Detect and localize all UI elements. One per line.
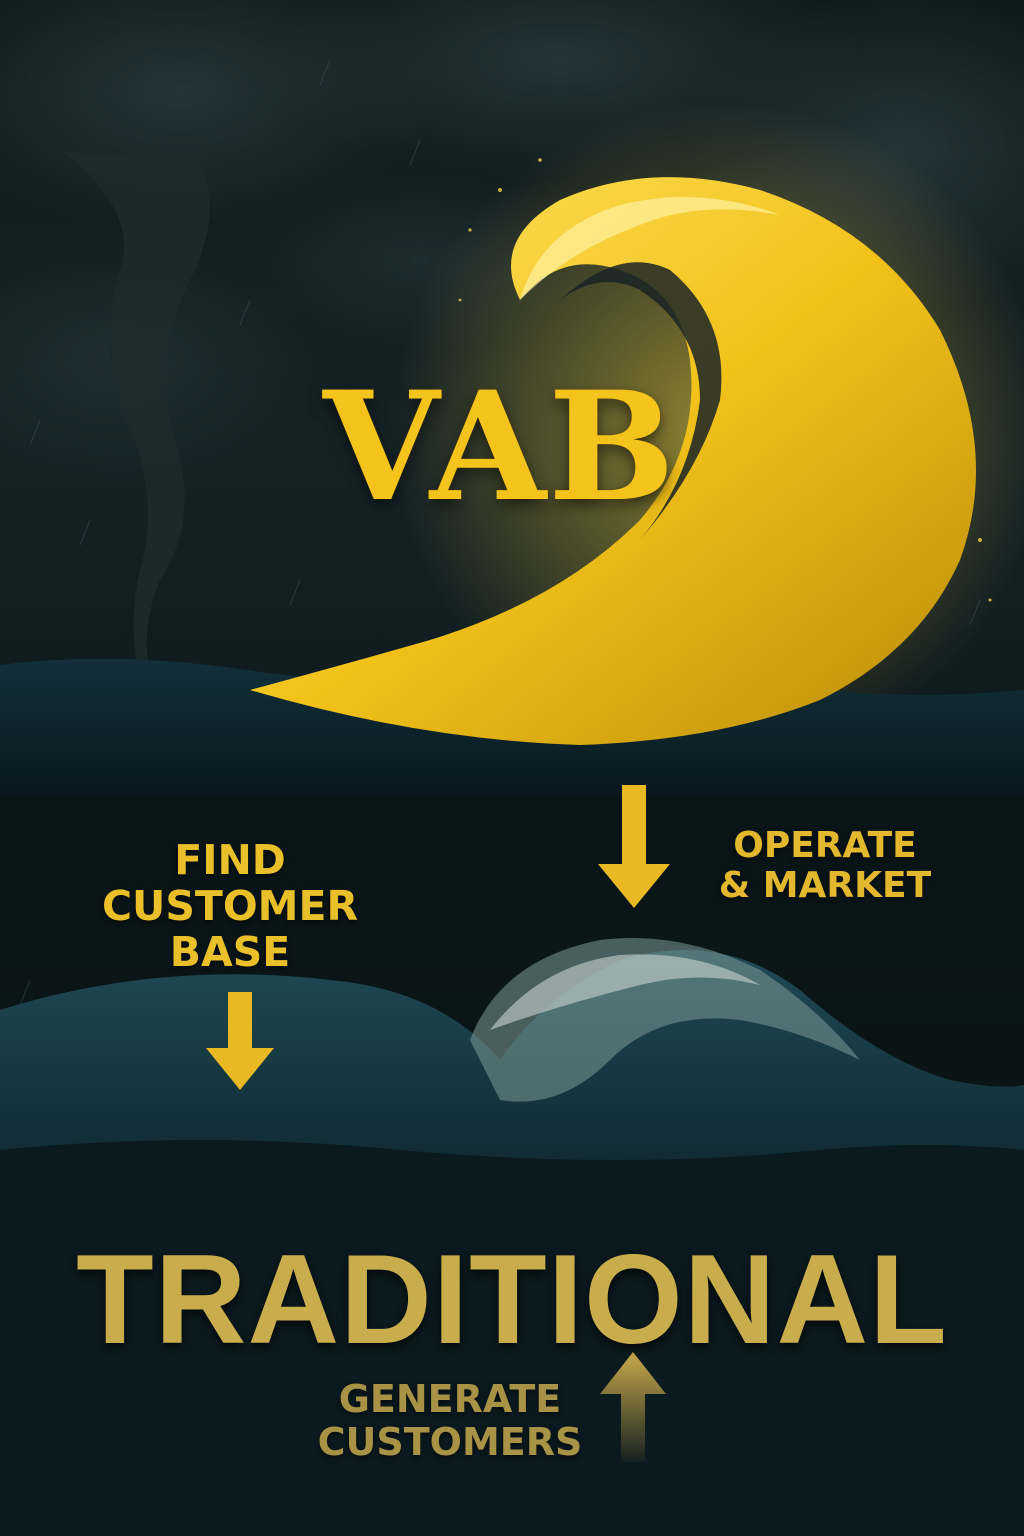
dark-band — [0, 795, 1024, 935]
vab-title: VAB — [323, 359, 677, 535]
arrow-up-icon — [600, 1352, 666, 1462]
tornado-funnel — [60, 150, 210, 670]
arrow-down-icon — [598, 785, 670, 908]
find-customer-base-label: FIND CUSTOMER BASE — [101, 836, 359, 976]
golden-wave — [250, 158, 992, 746]
lower-sea — [0, 1140, 1024, 1536]
operate-market-label: OPERATE & MARKET — [718, 825, 932, 907]
generate-customers-label: GENERATE CUSTOMERS — [317, 1377, 583, 1464]
arrow-down-icon — [206, 992, 274, 1090]
traditional-title: TRADITIONAL — [76, 1228, 948, 1370]
